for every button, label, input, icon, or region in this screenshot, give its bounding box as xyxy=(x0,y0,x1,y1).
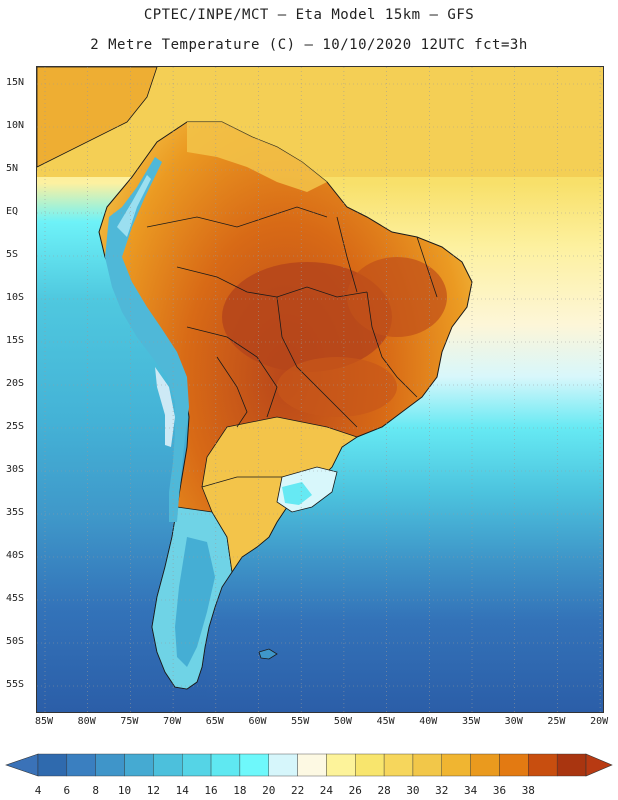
andes-mountains xyxy=(105,157,189,522)
lat-label-50s: 50S xyxy=(6,636,25,647)
hot-core-east xyxy=(347,257,447,337)
colorbar-swatch xyxy=(95,753,125,777)
lat-label-5n: 5N xyxy=(6,163,19,174)
colorbar-swatch xyxy=(355,753,385,777)
colorbar-tick-22: 22 xyxy=(290,784,305,797)
colorbar-swatch xyxy=(66,753,96,777)
colorbar-tick-10: 10 xyxy=(117,784,132,797)
lat-label-5s: 5S xyxy=(6,249,19,260)
lon-label-40w: 40W xyxy=(419,716,438,727)
lat-label-30s: 30S xyxy=(6,464,25,475)
lat-label-45s: 45S xyxy=(6,593,25,604)
lon-label-55w: 55W xyxy=(291,716,310,727)
colorbar-swatch xyxy=(37,753,68,777)
colorbar-swatch xyxy=(297,753,327,777)
colorbar-tick-32: 32 xyxy=(435,784,449,797)
colorbar-tick-28: 28 xyxy=(377,784,391,797)
lat-label-10n: 10N xyxy=(6,120,25,131)
lat-label-eq: EQ xyxy=(6,206,19,217)
colorbar-tick-26: 26 xyxy=(348,784,362,797)
lat-label-15n: 15N xyxy=(6,77,25,88)
colorbar-swatch xyxy=(499,753,529,777)
lon-label-80w: 80W xyxy=(77,716,96,727)
lon-label-20w: 20W xyxy=(590,716,609,727)
colorbar-tick-4: 4 xyxy=(34,784,42,797)
lat-label-35s: 35S xyxy=(6,507,25,518)
colorbar-swatch xyxy=(124,753,154,777)
colorbar-swatch xyxy=(153,753,183,777)
lat-label-25s: 25S xyxy=(6,421,25,432)
colorbar-tick-24: 24 xyxy=(319,784,334,797)
map-frame[interactable] xyxy=(36,66,604,713)
lat-label-55s: 55S xyxy=(6,679,25,690)
guiana-coast xyxy=(187,122,327,192)
lon-label-50w: 50W xyxy=(333,716,352,727)
colorbar-swatch xyxy=(210,753,241,777)
lon-label-25w: 25W xyxy=(547,716,566,727)
andes-north-peaks xyxy=(117,175,151,237)
colorbar-tick-12: 12 xyxy=(146,784,160,797)
central-america xyxy=(37,67,158,168)
colorbar-tick-30: 30 xyxy=(406,784,420,797)
colorbar-swatch xyxy=(441,753,471,777)
lat-label-15s: 15S xyxy=(6,335,25,346)
title-line-2: 2 Metre Temperature (C) – 10/10/2020 12U… xyxy=(90,37,528,53)
colorbar-tick-34: 34 xyxy=(464,784,478,797)
colorbar-tick-16: 16 xyxy=(204,784,218,797)
colorbar-swatch xyxy=(470,753,500,777)
colorbar-tick-18: 18 xyxy=(233,784,247,797)
lat-label-40s: 40S xyxy=(6,550,25,561)
colorbar-low-arrow xyxy=(5,753,39,777)
colorbar-swatch xyxy=(182,753,212,777)
colorbar-swatch xyxy=(528,753,558,777)
altiplano xyxy=(155,367,175,447)
color-scale-bar xyxy=(5,753,613,777)
falkland-islands xyxy=(258,648,278,660)
colorbar-tick-20: 20 xyxy=(262,784,276,797)
lon-label-30w: 30W xyxy=(504,716,523,727)
lon-label-35w: 35W xyxy=(461,716,481,727)
colorbar-tick-36: 36 xyxy=(492,784,507,797)
colorbar-swatch xyxy=(383,753,414,777)
colorbar-swatch xyxy=(412,753,442,777)
lat-label-20s: 20S xyxy=(6,378,25,389)
colorbar-tick-8: 8 xyxy=(92,784,99,797)
country-borders xyxy=(146,206,438,488)
colorbar-tick-38: 38 xyxy=(521,784,535,797)
title-line-1: CPTEC/INPE/MCT – Eta Model 15km – GFS xyxy=(143,7,475,23)
lon-label-60w: 60W xyxy=(248,716,267,727)
patagonia-cool-core xyxy=(175,537,215,667)
lat-label-10s: 10S xyxy=(6,292,25,303)
lon-label-45w: 45W xyxy=(376,716,395,727)
lon-label-85w: 85W xyxy=(34,716,54,727)
lon-label-70w: 70W xyxy=(163,716,182,727)
colorbar-swatch xyxy=(268,753,298,777)
rio-de-la-plata xyxy=(282,482,312,505)
lon-label-75w: 75W xyxy=(120,716,139,727)
colorbar-high-arrow xyxy=(585,753,613,777)
lon-label-65w: 65W xyxy=(205,716,224,727)
colorbar-swatch xyxy=(326,753,356,777)
temperature-map[interactable] xyxy=(37,67,603,712)
hot-core-south xyxy=(277,357,397,417)
colorbar-tick-6: 6 xyxy=(63,784,71,797)
colorbar-tick-14: 14 xyxy=(175,784,189,797)
colorbar-swatch xyxy=(239,753,269,777)
colorbar-swatch xyxy=(556,753,587,777)
